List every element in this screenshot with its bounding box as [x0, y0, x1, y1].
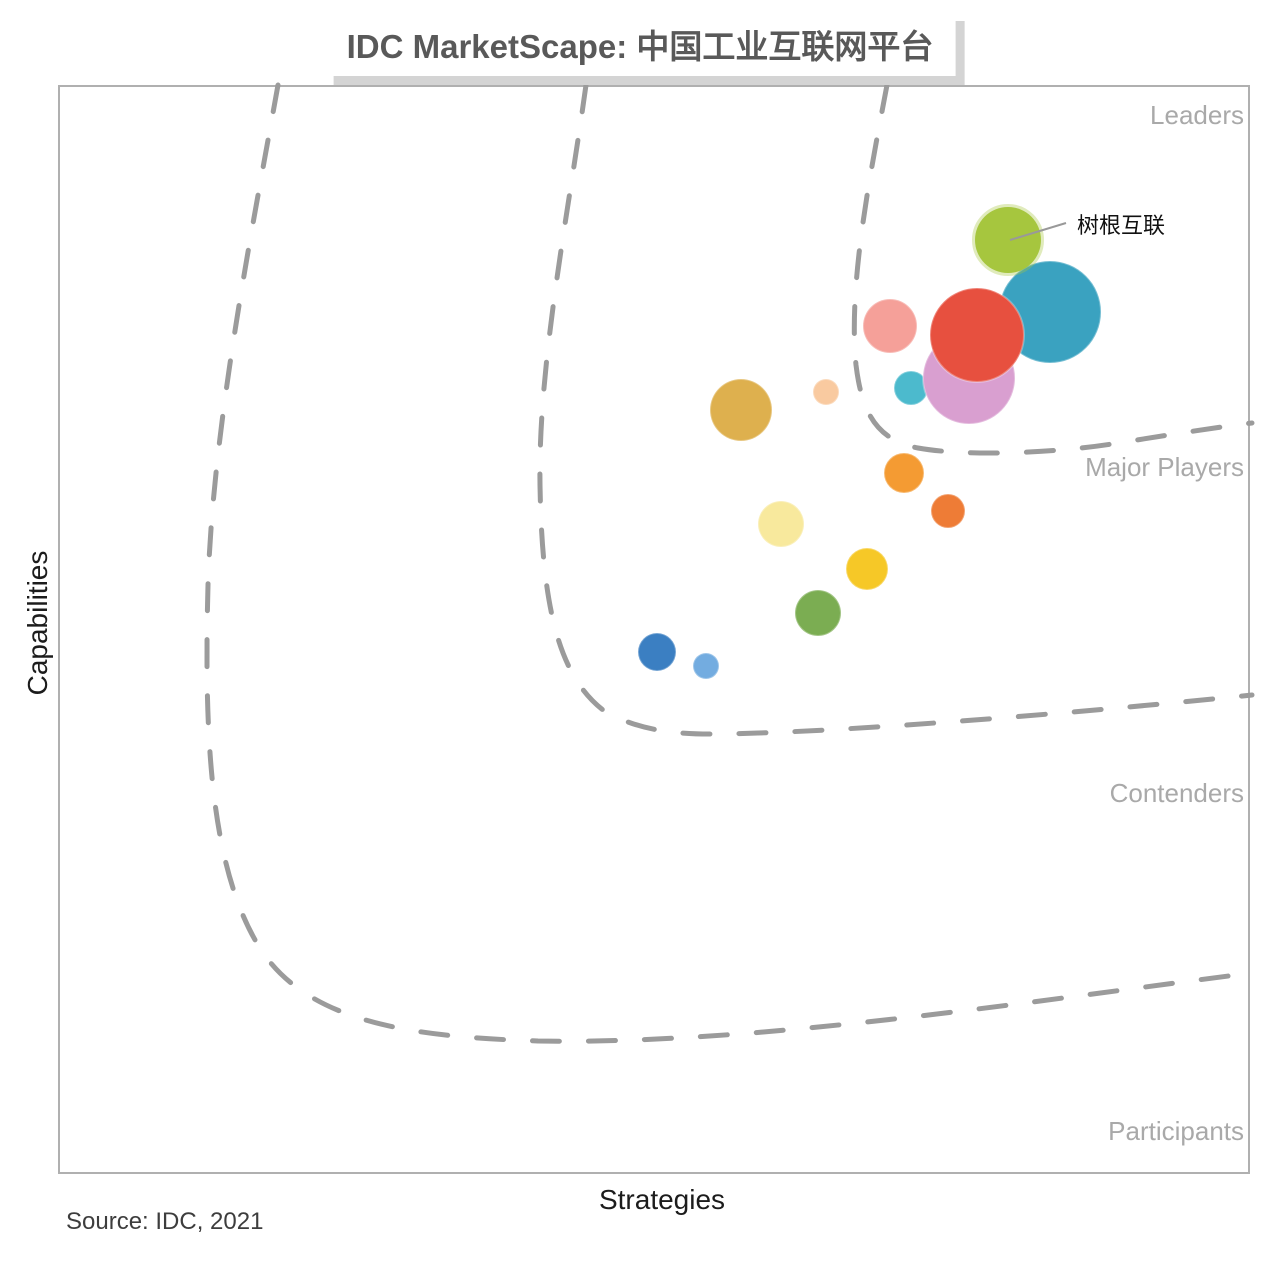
- plot-area-border: [58, 85, 1250, 1174]
- bubble-7: [883, 452, 925, 494]
- region-boundaries: [204, 82, 1255, 1044]
- bubble-9: [757, 500, 805, 548]
- chart-title: IDC MarketScape: 中国工业互联网平台: [324, 12, 956, 76]
- annotation-leader-line: [1009, 222, 1067, 241]
- bubble-12: [637, 632, 677, 672]
- boundary-contenders-majorplayers: [537, 82, 1255, 737]
- bubble-13: [692, 652, 720, 680]
- y-axis-label: Capabilities: [22, 550, 53, 696]
- region-label-participants: Participants: [1108, 1116, 1244, 1146]
- bubble-树根互联: [972, 204, 1044, 276]
- bubble-10: [845, 547, 889, 591]
- region-label-major-players: Major Players: [1085, 452, 1244, 482]
- region-label-contenders: Contenders: [1109, 778, 1244, 808]
- bubble-annotation-label: 树根互联: [1077, 214, 1166, 239]
- source-note: Source: IDC, 2021: [66, 1208, 264, 1235]
- bubble-4: [929, 287, 1025, 383]
- bubble-11: [794, 589, 842, 637]
- annotation-layer: [1009, 222, 1067, 241]
- boundary-majorplayers-leaders: [851, 82, 1255, 456]
- region-label-leaders: Leaders: [1150, 100, 1244, 130]
- bubble-8: [930, 493, 966, 529]
- bubble-6: [812, 378, 840, 406]
- bubble-layer: [637, 204, 1102, 680]
- x-axis-label: Strategies: [598, 1184, 726, 1215]
- bubble-5: [709, 378, 773, 442]
- bubble-0: [862, 298, 918, 354]
